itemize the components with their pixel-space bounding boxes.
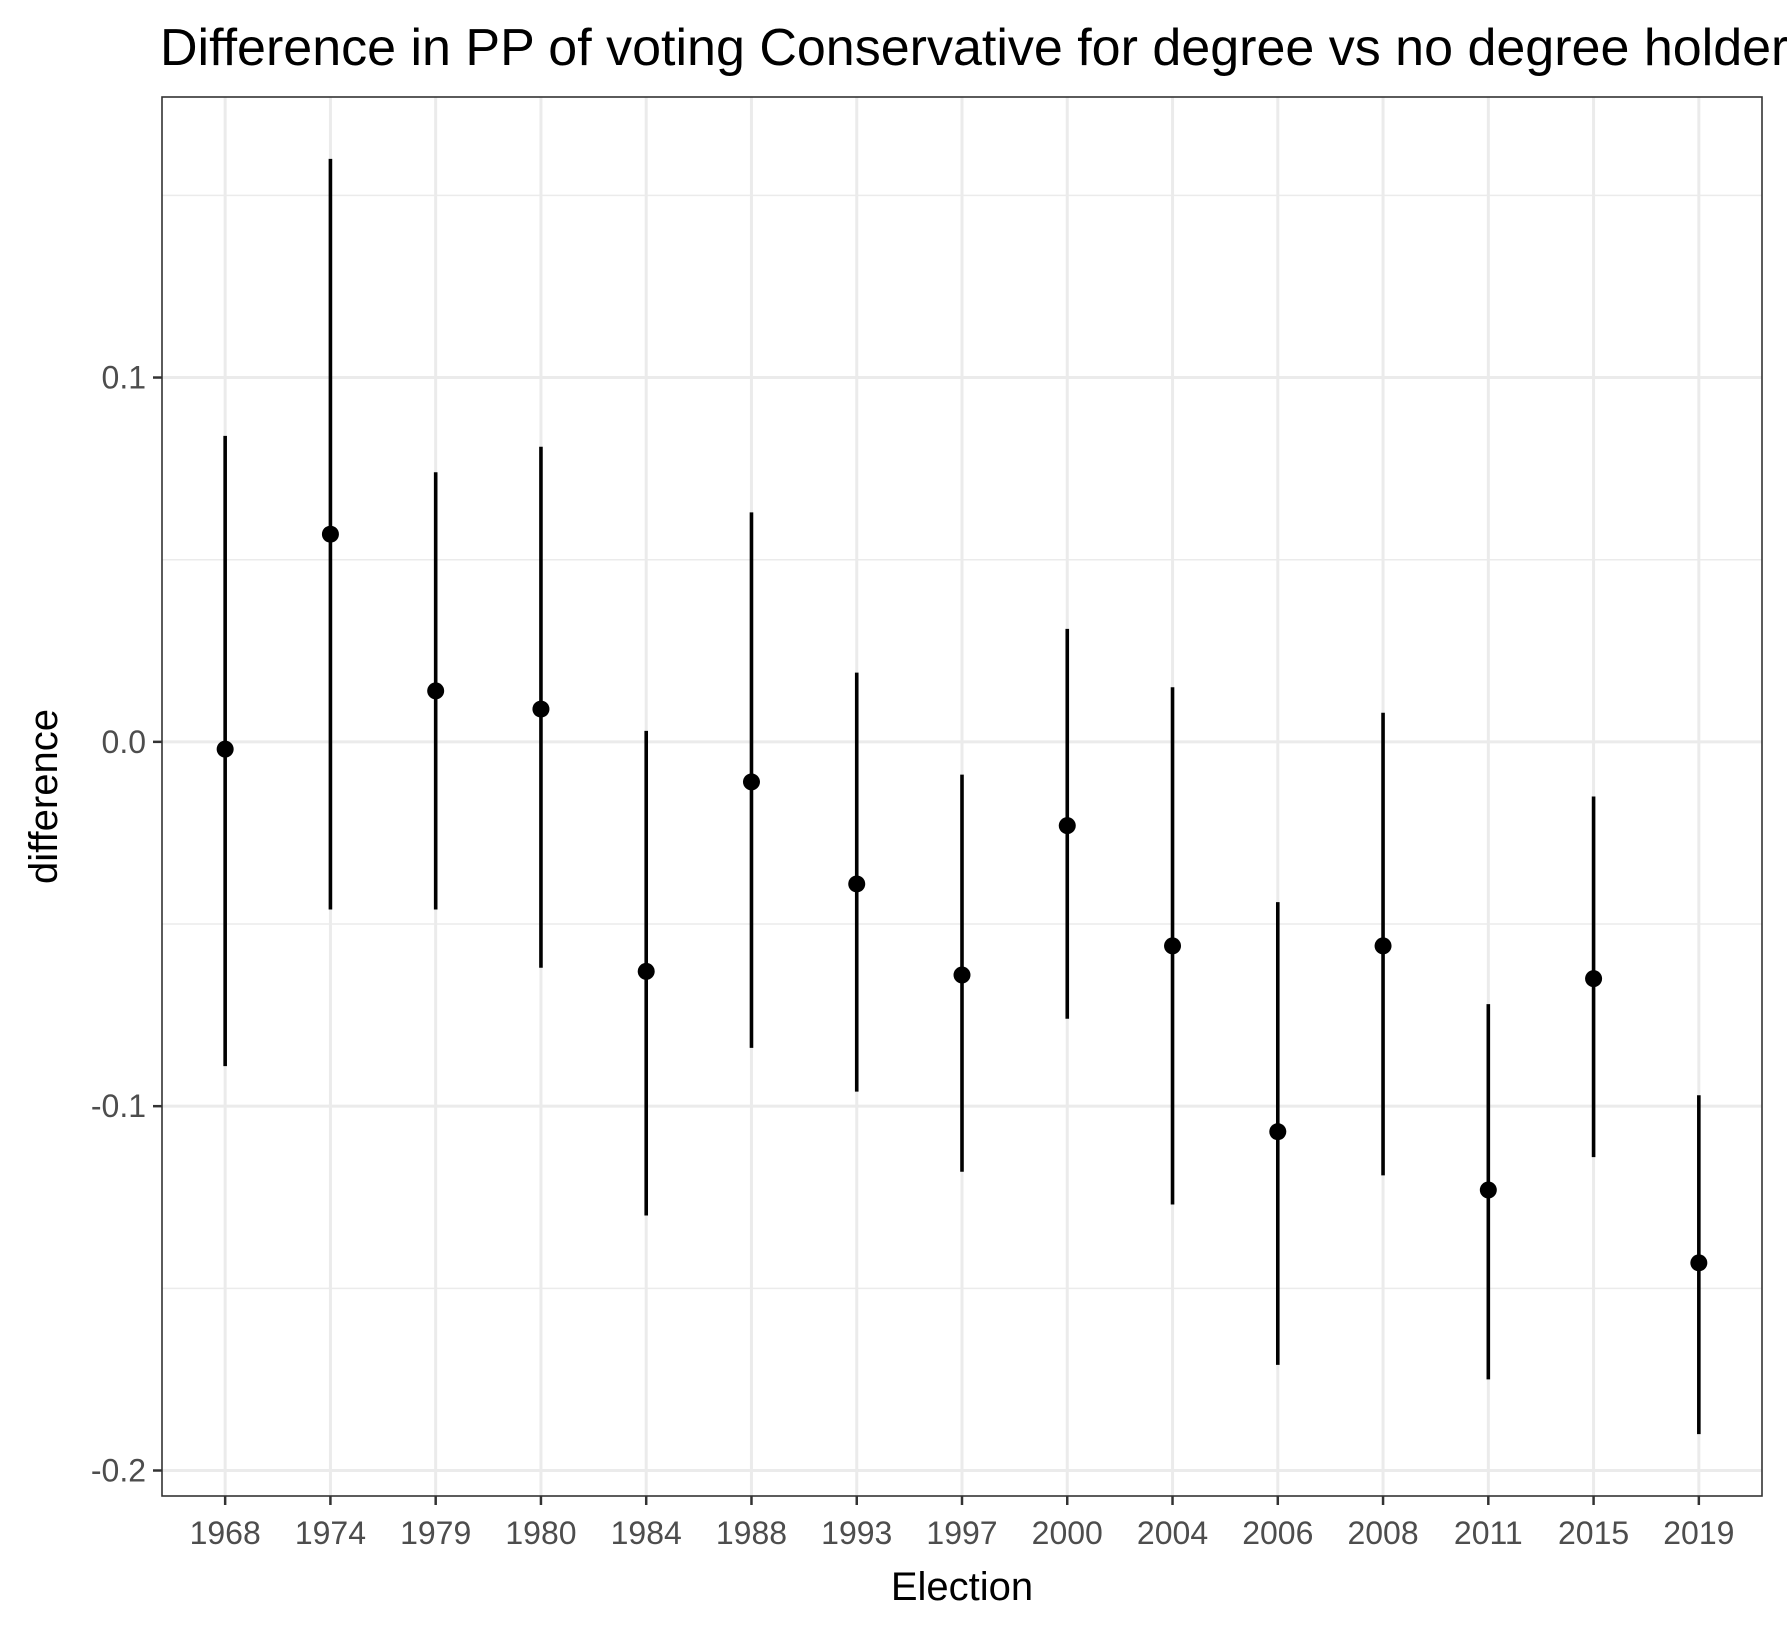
- axes: 0.1 0.0 -0.1 -0.2 1968 1974 1979 1980 1984 1988 19…: [91, 360, 1735, 1551]
- x-tick-label: 1974: [295, 1515, 366, 1551]
- y-tick-label: 0.1: [102, 360, 146, 396]
- data-point: [1374, 937, 1392, 955]
- x-tick-label: 1984: [611, 1515, 682, 1551]
- data-point: [532, 700, 550, 718]
- data-point: [216, 740, 234, 758]
- chart-title: Difference in PP of voting Conservative …: [160, 19, 1787, 77]
- y-tick-label: 0.0: [102, 724, 146, 760]
- data-point: [1164, 937, 1182, 955]
- data-point: [427, 682, 445, 700]
- x-tick-label: 1988: [716, 1515, 787, 1551]
- y-axis-title: difference: [22, 709, 66, 884]
- data-point: [637, 962, 655, 980]
- data-point: [1058, 817, 1076, 835]
- x-tick-label: 1997: [926, 1515, 997, 1551]
- data-point: [953, 966, 971, 984]
- x-tick-label: 2015: [1558, 1515, 1629, 1551]
- data-point: [1690, 1254, 1708, 1272]
- data-point: [1269, 1123, 1287, 1141]
- y-tick-label: -0.2: [91, 1452, 146, 1488]
- x-tick-label: 2008: [1347, 1515, 1418, 1551]
- x-tick-label: 2019: [1663, 1515, 1734, 1551]
- data-point: [742, 773, 760, 791]
- x-tick-label: 2000: [1032, 1515, 1103, 1551]
- y-tick-label: -0.1: [91, 1088, 146, 1124]
- x-tick-label: 1993: [821, 1515, 892, 1551]
- data-point: [848, 875, 866, 893]
- data-point: [1585, 970, 1603, 988]
- x-tick-label: 1979: [400, 1515, 471, 1551]
- data-marks: [216, 158, 1708, 1435]
- x-tick-label: 2004: [1137, 1515, 1208, 1551]
- x-tick-label: 1980: [505, 1515, 576, 1551]
- x-tick-label: 2011: [1454, 1515, 1523, 1551]
- data-point: [1479, 1181, 1497, 1199]
- x-tick-label: 2006: [1242, 1515, 1313, 1551]
- data-point: [321, 525, 339, 543]
- x-axis-title: Election: [891, 1565, 1033, 1609]
- x-tick-label: 1968: [190, 1515, 261, 1551]
